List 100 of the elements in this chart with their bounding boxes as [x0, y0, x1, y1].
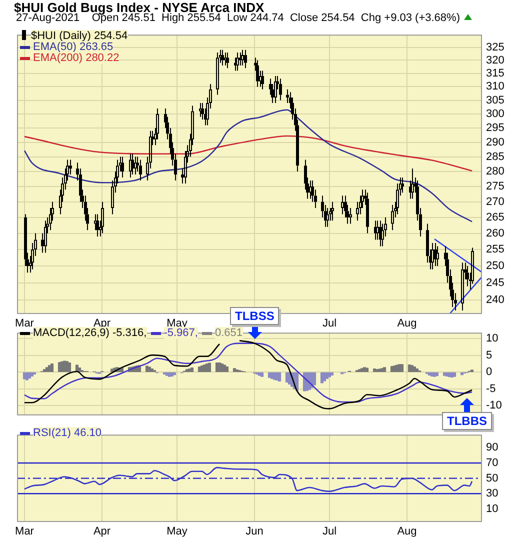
bar	[225, 366, 229, 372]
candlestick	[261, 70, 264, 90]
y-tick-label: 280	[486, 166, 504, 178]
candlestick	[31, 242, 34, 270]
candlestick	[96, 214, 99, 236]
candlestick	[66, 160, 69, 181]
candlestick	[271, 84, 274, 103]
candlestick	[116, 160, 119, 184]
y-tick-label: 90	[486, 442, 498, 454]
candlestick	[221, 50, 224, 66]
y-tick-label: 285	[486, 150, 504, 163]
y-tick-label: 255	[486, 244, 504, 256]
candlestick	[396, 184, 399, 214]
y-tick-label: 70	[486, 457, 498, 469]
bar	[68, 362, 72, 372]
y-tick-label: 250	[486, 260, 504, 272]
y-tick-label: -5	[486, 382, 496, 395]
y-tick-label: 295	[486, 122, 504, 134]
y-tick-label: 300	[486, 108, 504, 120]
candlestick	[134, 156, 137, 175]
line-series	[24, 466, 473, 492]
candlestick	[426, 224, 429, 263]
y-tick-label: 240	[486, 294, 504, 306]
x-tick-label: Jul	[322, 318, 337, 330]
bar	[415, 368, 419, 372]
y-tick-label: 10	[486, 332, 498, 345]
candlestick	[69, 160, 72, 175]
x-tick-label: Mar	[15, 318, 34, 330]
x-tick-label: Apr	[93, 526, 111, 538]
candlestick	[226, 52, 229, 68]
candlestick	[111, 180, 114, 214]
candlestick	[131, 154, 134, 175]
candlestick	[346, 204, 349, 224]
bar	[260, 372, 264, 377]
bar	[312, 372, 316, 386]
candlestick	[184, 150, 187, 184]
y-tick-label: 320	[486, 54, 504, 66]
candlestick	[466, 266, 469, 286]
candlestick	[331, 202, 334, 221]
candlestick	[401, 178, 404, 193]
candlestick	[241, 50, 244, 66]
candlestick	[356, 202, 359, 221]
bar	[278, 372, 282, 382]
legend-label: 0.651	[214, 327, 242, 339]
legend-label: EMA(50) 263.65	[33, 41, 114, 53]
candlestick	[156, 108, 159, 140]
bar	[382, 367, 386, 372]
legend-label: RSI(21) 46.10	[33, 427, 102, 439]
y-tick-label: 275	[486, 180, 504, 193]
candlestick	[274, 76, 277, 103]
candlestick	[366, 192, 369, 234]
candlestick	[329, 208, 332, 221]
candlestick	[201, 102, 204, 120]
bar	[452, 372, 456, 377]
y-tick-label: 10	[486, 503, 498, 515]
bar	[400, 364, 404, 372]
candlestick	[84, 196, 87, 221]
candlestick	[454, 293, 457, 310]
bar	[50, 363, 54, 372]
candlestick	[269, 78, 272, 95]
bar	[208, 362, 212, 372]
legend-label: -5.967,	[164, 327, 198, 339]
y-tick-label: 305	[486, 94, 504, 106]
candlestick	[44, 220, 47, 253]
candlestick	[286, 89, 289, 103]
candlestick	[376, 220, 379, 240]
x-tick-label: Aug	[397, 318, 417, 330]
candlestick	[136, 156, 139, 172]
annotation: TLBSS	[230, 307, 280, 326]
candlestick	[244, 50, 247, 68]
candlestick	[349, 208, 352, 224]
candlestick	[361, 190, 364, 208]
x-tick-label: Jun	[246, 526, 264, 538]
y-tick-label: 315	[486, 67, 504, 80]
candlestick	[129, 154, 132, 178]
candlestick	[391, 204, 394, 230]
candlestick	[311, 180, 314, 202]
chart-subtitle: 27-Aug-2021 Open 245.51 High 255.54 Low 244.74 Close 254.54 Chg +9.03 (+3.68%)	[16, 12, 460, 24]
y-tick-label: 30	[486, 488, 498, 500]
candlestick	[304, 160, 307, 190]
annotation: TLBBS	[442, 412, 492, 430]
y-tick-label: 260	[486, 227, 504, 240]
legend-label: EMA(200) 280.22	[33, 52, 120, 64]
candlestick	[341, 196, 344, 214]
candlestick	[51, 202, 54, 221]
line-series	[24, 109, 473, 222]
legend-label: $HUI (Daily) 254.54	[31, 30, 128, 42]
candlestick	[79, 168, 82, 202]
candlestick	[359, 196, 362, 214]
candlestick	[461, 262, 464, 310]
line-series	[24, 135, 473, 172]
candlestick	[279, 78, 282, 100]
bar	[365, 368, 369, 372]
candlestick	[344, 196, 347, 218]
y-tick-label: 50	[486, 472, 498, 484]
y-tick-label: 325	[486, 41, 504, 54]
y-tick-label: 290	[486, 136, 504, 148]
candlestick	[314, 190, 317, 208]
candlestick	[101, 202, 104, 234]
candlestick	[321, 196, 324, 218]
